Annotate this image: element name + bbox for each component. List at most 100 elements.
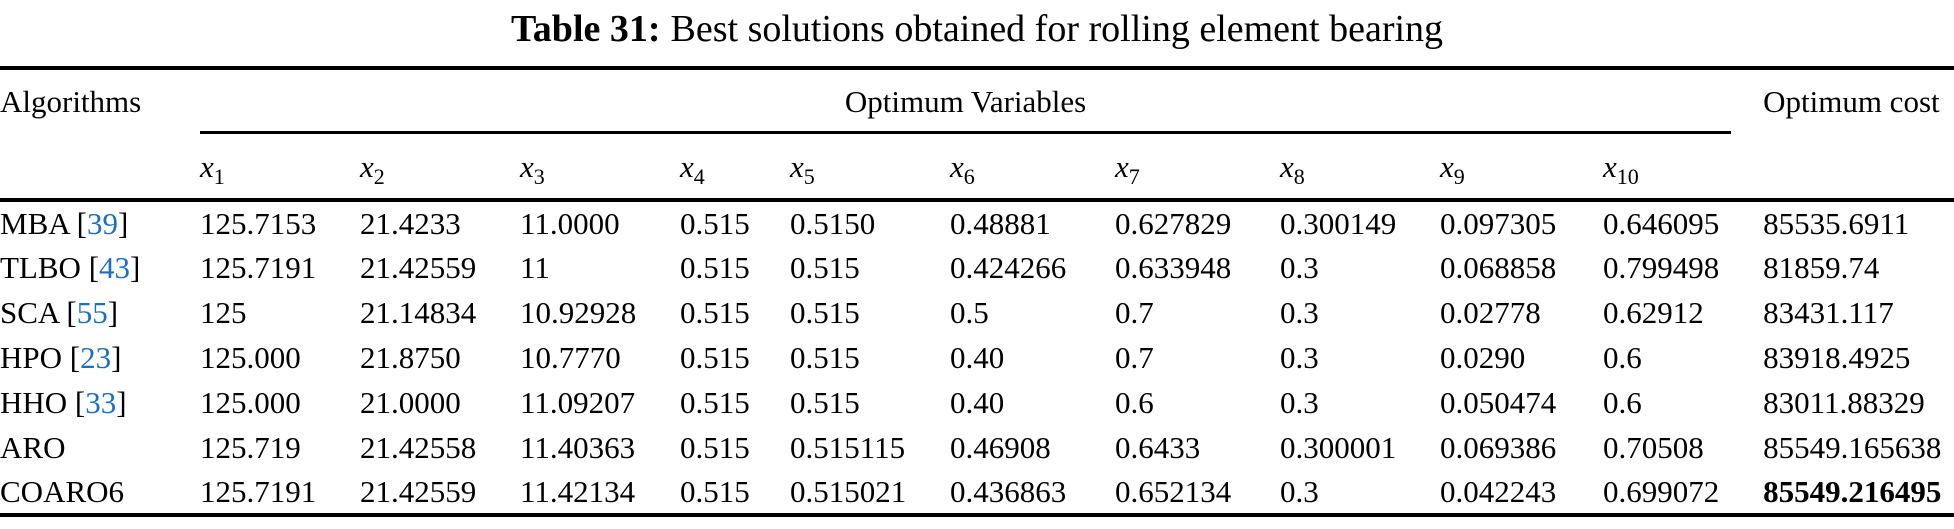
- value-cell: 0.097305: [1440, 205, 1557, 241]
- value-cell: 0.515115: [790, 429, 906, 465]
- table-row: HHO [33] 125.000 21.0000 11.09207 0.515 …: [0, 380, 1954, 425]
- algorithm-cell: MBA [39]: [0, 200, 200, 245]
- optimum-cost-cell: 85549.216495: [1763, 470, 1954, 517]
- value-cell: 125.000: [200, 384, 301, 420]
- value-cell: 125: [200, 294, 247, 330]
- value-cell: 0.6: [1603, 384, 1642, 420]
- algorithm-name: TLBO: [0, 249, 81, 285]
- value-cell: 0.515: [680, 249, 750, 285]
- value-cell: 0.515: [680, 294, 750, 330]
- value-cell: 11: [520, 249, 550, 285]
- citation-number[interactable]: 33: [85, 384, 117, 420]
- optimum-cost-cell: 83918.4925: [1763, 339, 1911, 375]
- value-cell: 0.633948: [1115, 249, 1232, 285]
- value-cell: 0.70508: [1603, 429, 1704, 465]
- variable-header: x6: [950, 134, 1115, 202]
- optimum-cost-cell: 83011.88329: [1763, 384, 1925, 420]
- value-cell: 0.6433: [1115, 429, 1201, 465]
- variable-header: x2: [360, 134, 520, 202]
- value-cell: 0.424266: [950, 249, 1067, 285]
- algorithms-header-spacer: [0, 134, 200, 202]
- value-cell: 21.14834: [360, 294, 477, 330]
- value-cell: 0.069386: [1440, 429, 1557, 465]
- value-cell: 0.515: [680, 384, 750, 420]
- value-cell: 0.646095: [1603, 205, 1720, 241]
- table-row: MBA [39] 125.7153 21.4233 11.0000 0.515 …: [0, 200, 1954, 245]
- optimum-cost-cell: 85535.6911: [1763, 205, 1910, 241]
- value-cell: 21.42559: [360, 470, 520, 517]
- table-caption-text: Best solutions obtained for rolling elem…: [670, 8, 1444, 50]
- value-cell: 21.8750: [360, 339, 461, 375]
- algorithm-cell: HPO [23]: [0, 335, 200, 380]
- value-cell: 125.7191: [200, 249, 317, 285]
- value-cell: 0.3: [1280, 384, 1319, 420]
- value-cell: 0.6: [1603, 339, 1642, 375]
- value-cell: 0.436863: [950, 470, 1115, 517]
- algorithm-cell: TLBO [43]: [0, 245, 200, 290]
- variables-header-row: x1 x2 x3 x4 x5 x6 x7 x8 x9 x10: [0, 134, 1954, 202]
- table-header: Algorithms Optimum Variables Optimum cos…: [0, 66, 1954, 202]
- citation-number[interactable]: 55: [76, 294, 108, 330]
- algorithms-header: Algorithms: [0, 66, 200, 134]
- value-cell: 0.62912: [1603, 294, 1704, 330]
- value-cell: 0.515: [790, 339, 860, 375]
- optimum-cost-cell: 81859.74: [1763, 249, 1880, 285]
- value-cell: 0.515: [790, 249, 860, 285]
- table-row: COARO6 125.7191 21.42559 11.42134 0.515 …: [0, 470, 1954, 517]
- value-cell: 125.7153: [200, 205, 317, 241]
- value-cell: 0.300001: [1280, 429, 1397, 465]
- value-cell: 0.7: [1115, 294, 1154, 330]
- variable-header: x3: [520, 134, 680, 202]
- variable-header: x4: [680, 134, 790, 202]
- algorithm-cell: SCA [55]: [0, 290, 200, 335]
- value-cell: 0.515: [790, 294, 860, 330]
- optimum-cost-header: Optimum cost: [1763, 66, 1954, 134]
- variable-header: x5: [790, 134, 950, 202]
- value-cell: 0.068858: [1440, 249, 1557, 285]
- citation-number[interactable]: 43: [99, 249, 131, 285]
- value-cell: 0.6: [1115, 384, 1154, 420]
- value-cell: 21.4233: [360, 205, 461, 241]
- table-row: TLBO [43] 125.7191 21.42559 11 0.515 0.5…: [0, 245, 1954, 290]
- variable-header: x7: [1115, 134, 1280, 202]
- value-cell: 0.515: [680, 205, 750, 241]
- value-cell: 11.42134: [520, 470, 680, 517]
- table-row: SCA [55] 125 21.14834 10.92928 0.515 0.5…: [0, 290, 1954, 335]
- value-cell: 0.515: [680, 339, 750, 375]
- variable-header: x9: [1440, 134, 1603, 202]
- value-cell: 0.515: [790, 384, 860, 420]
- results-table: Algorithms Optimum Variables Optimum cos…: [0, 66, 1954, 517]
- algorithm-name: SCA: [0, 294, 59, 330]
- table-caption: Table 31: Best solutions obtained for rol…: [0, 0, 1954, 66]
- value-cell: 0.515: [680, 429, 750, 465]
- value-cell: 125.000: [200, 339, 301, 375]
- header-group-row: Algorithms Optimum Variables Optimum cos…: [0, 66, 1954, 134]
- value-cell: 11.40363: [520, 429, 636, 465]
- value-cell: 0.3: [1280, 294, 1319, 330]
- citation-number[interactable]: 39: [87, 205, 118, 241]
- algorithm-name: ARO: [0, 429, 66, 465]
- value-cell: 0.3: [1280, 470, 1440, 517]
- value-cell: 21.0000: [360, 384, 461, 420]
- value-cell: 10.7770: [520, 339, 621, 375]
- value-cell: 0.3: [1280, 339, 1319, 375]
- value-cell: 11.09207: [520, 384, 636, 420]
- optimum-cost-cell: 83431.117: [1763, 294, 1894, 330]
- algorithm-name: HHO: [0, 384, 68, 420]
- value-cell: 0.799498: [1603, 249, 1720, 285]
- algorithm-name: HPO: [0, 339, 63, 375]
- value-cell: 0.48881: [950, 205, 1051, 241]
- citation: [43]: [80, 249, 141, 285]
- algorithm-name: COARO6: [0, 473, 125, 509]
- optimum-cost-cell: 85549.165638: [1763, 429, 1942, 465]
- value-cell: 0.02778: [1440, 294, 1541, 330]
- value-cell: 125.7191: [200, 470, 360, 517]
- variable-header: x8: [1280, 134, 1440, 202]
- table-body: MBA [39] 125.7153 21.4233 11.0000 0.515 …: [0, 200, 1954, 517]
- value-cell: 0.300149: [1280, 205, 1397, 241]
- value-cell: 0.042243: [1440, 470, 1603, 517]
- algorithm-cell: HHO [33]: [0, 380, 200, 425]
- value-cell: 0.699072: [1603, 470, 1764, 517]
- citation-number[interactable]: 23: [80, 339, 112, 375]
